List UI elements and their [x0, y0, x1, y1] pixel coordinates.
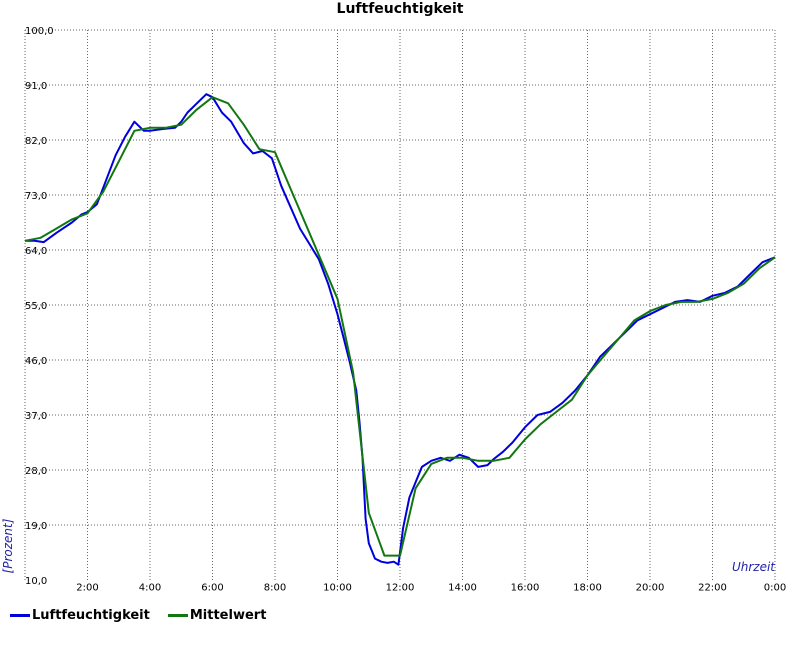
y-tick-label: 100,0 [25, 26, 54, 37]
y-tick-label: 82,0 [25, 136, 47, 147]
legend-item-mittelwert: Mittelwert [167, 608, 267, 623]
legend: Luftfeuchtigkeit Mittelwert [10, 608, 284, 623]
x-axis-label: Uhrzeit [732, 560, 776, 574]
x-tick-label: 14:00 [448, 582, 477, 593]
legend-label-luftfeuchtigkeit: Luftfeuchtigkeit [32, 608, 150, 623]
legend-label-mittelwert: Mittelwert [189, 608, 267, 623]
x-tick-label: 20:00 [636, 582, 665, 593]
y-tick-labels: 10,0 19,0 28,0 37,0 46,0 55,0 64,0 73,0 82,0 91,0… [25, 26, 54, 587]
x-tick-label: 16:00 [511, 582, 540, 593]
x-tick-label: 2:00 [76, 582, 98, 593]
x-tick-label: 8:00 [264, 582, 286, 593]
x-tick-label: 6:00 [201, 582, 223, 593]
series-layer [24, 93, 776, 566]
series-line-mittelwert [24, 96, 776, 557]
x-tick-labels: 2:00 4:00 6:00 8:00 10:00 12:00 14:00 16:00 18:0… [76, 582, 786, 593]
x-tick-label: 22:00 [698, 582, 727, 593]
legend-swatch-mittelwert [167, 614, 188, 617]
y-tick-label: 37,0 [25, 411, 47, 422]
x-tick-label: 18:00 [573, 582, 602, 593]
chart-title: Luftfeuchtigkeit [337, 1, 464, 17]
y-tick-label: 10,0 [25, 576, 47, 587]
y-tick-label: 28,0 [25, 466, 47, 477]
y-tick-label: 64,0 [25, 246, 47, 257]
x-tick-label: 10:00 [323, 582, 352, 593]
y-tick-label: 73,0 [25, 191, 47, 202]
legend-item-luftfeuchtigkeit: Luftfeuchtigkeit [10, 608, 150, 623]
y-axis-label: [Prozent] [1, 518, 15, 573]
series-line-luftfeuchtigkeit [25, 93, 776, 566]
legend-swatch-luftfeuchtigkeit [10, 614, 30, 617]
x-tick-label: 4:00 [139, 582, 161, 593]
y-tick-label: 46,0 [25, 356, 47, 367]
y-tick-label: 55,0 [25, 301, 47, 312]
x-tick-label: 12:00 [386, 582, 415, 593]
x-tick-label: 0:00 [764, 582, 786, 593]
y-tick-label: 91,0 [25, 81, 47, 92]
grid [24, 29, 776, 580]
y-tick-label: 19,0 [25, 521, 47, 532]
